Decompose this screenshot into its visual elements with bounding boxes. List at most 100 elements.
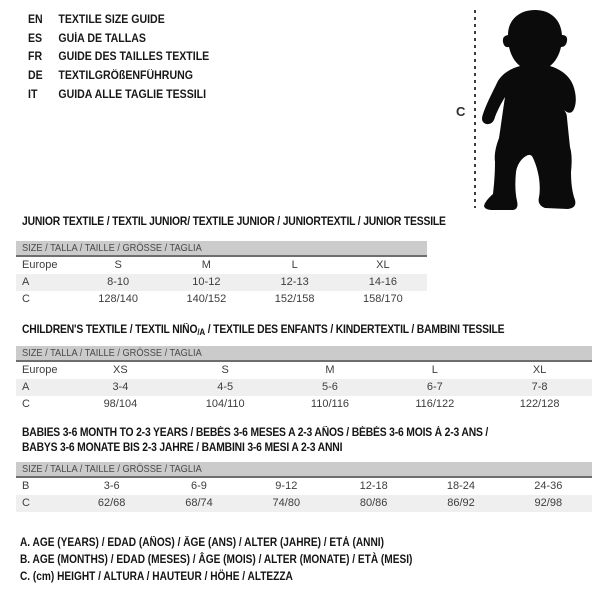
size-header-label: SIZE / TALLA / TAILLE / GRÖSSE / TAGLIA (22, 347, 202, 359)
language-row: EN TEXTILE SIZE GUIDE (28, 11, 209, 30)
table-rows: B 3-6 6-9 9-12 12-18 18-24 24-36 C 62/68… (16, 478, 592, 512)
language-code: ES (28, 32, 43, 45)
size-cell: 6-7 (426, 381, 443, 393)
language-title-list: EN TEXTILE SIZE GUIDE ES GUÍA DE TALLAS … (28, 11, 225, 104)
table-rows: Europe XS S M L XL A 3-4 4-5 5-6 6-7 7-8… (16, 362, 592, 413)
size-cell: 122/128 (519, 398, 560, 410)
junior-table-title: JUNIOR TEXTILE / TEXTIL JUNIOR/ TEXTILE … (22, 216, 446, 228)
size-cell: 6-9 (191, 480, 207, 492)
row-label: B (22, 480, 30, 492)
babies-title-line1: BABIES 3-6 MONTH TO 2-3 YEARS / BEBÉS 3-… (22, 427, 489, 439)
row-label: A (22, 276, 30, 288)
size-cell: 158/170 (362, 293, 403, 305)
children-table-title: CHILDREN'S TEXTILE / TEXTIL NIÑO/A / TEX… (22, 323, 505, 338)
size-cell: 9-12 (275, 480, 298, 492)
language-code: EN (28, 14, 43, 27)
size-cell: XS (113, 364, 128, 376)
children-title-sub: /A (197, 327, 206, 337)
size-cell: 104/110 (205, 398, 245, 410)
size-cell: M (201, 259, 211, 271)
guide-title: GUIDA ALLE TAGLIE TESSILI (58, 88, 207, 101)
junior-size-table: SIZE / TALLA / TAILLE / GRÖSSE / TAGLIA … (16, 241, 427, 308)
size-cell: 18-24 (446, 480, 476, 492)
table-row: C 98/104 104/110 110/116 116/122 122/128 (16, 396, 592, 413)
height-marker-label: C (456, 104, 466, 119)
size-cell: 116/122 (415, 398, 455, 410)
size-cell: 5-6 (322, 381, 338, 393)
size-cell: 8-10 (107, 276, 130, 288)
size-cell: 80/86 (359, 497, 388, 509)
footnote-c: C. (cm) HEIGHT / ALTURA / HAUTEUR / HÖHE… (20, 570, 293, 583)
children-title-suffix: / TEXTILE DES ENFANTS / KINDERTEXTIL / B… (205, 324, 505, 336)
size-cell: 68/74 (185, 497, 213, 509)
size-cell: L (431, 364, 438, 376)
size-cell: 92/98 (534, 497, 563, 509)
row-label: C (22, 398, 30, 410)
size-cell: 14-16 (368, 276, 397, 288)
size-cell: 3-4 (112, 381, 129, 393)
size-cell: 128/140 (98, 293, 138, 305)
table-row: B 3-6 6-9 9-12 12-18 18-24 24-36 (16, 478, 592, 495)
size-header-label: SIZE / TALLA / TAILLE / GRÖSSE / TAGLIA (22, 242, 202, 254)
table-row: Europe XS S M L XL (16, 362, 592, 379)
table-row: A 8-10 10-12 12-13 14-16 (16, 274, 427, 291)
row-label: C (22, 497, 30, 509)
size-cell: 62/68 (97, 497, 126, 509)
size-cell: 3-6 (103, 480, 120, 492)
babies-table-title: BABIES 3-6 MONTH TO 2-3 YEARS / BEBÉS 3-… (22, 426, 488, 456)
size-cell: 86/92 (447, 497, 475, 509)
size-cell: 98/104 (103, 398, 138, 410)
footnotes: A. AGE (YEARS) / EDAD (AÑOS) / ÂGE (ANS)… (20, 535, 412, 585)
size-header-bar: SIZE / TALLA / TAILLE / GRÖSSE / TAGLIA (16, 346, 592, 362)
babies-title-line2: BABYS 3-6 MONATE BIS 2-3 JAHRE / BAMBINI… (22, 442, 343, 454)
size-cell: S (114, 259, 122, 271)
row-label: Europe (22, 364, 58, 376)
guide-title: TEXTILE SIZE GUIDE (58, 14, 165, 27)
language-row: DE TEXTILGRÖßENFÜHRUNG (28, 67, 209, 86)
size-cell: 74/80 (272, 497, 301, 509)
language-row: FR GUIDE DES TAILLES TEXTILE (28, 48, 209, 67)
footnote-a: A. AGE (YEARS) / EDAD (AÑOS) / ÂGE (ANS)… (20, 537, 384, 549)
size-cell: 7-8 (531, 381, 548, 393)
language-code: IT (28, 88, 38, 101)
babies-size-table: SIZE / TALLA / TAILLE / GRÖSSE / TAGLIA … (16, 462, 592, 512)
table-row: C 62/68 68/74 74/80 80/86 86/92 92/98 (16, 495, 592, 512)
table-row: Europe S M L XL (16, 257, 427, 274)
size-cell: XL (532, 364, 547, 376)
size-cell: 10-12 (192, 276, 221, 288)
size-cell: XL (376, 259, 390, 271)
table-row: A 3-4 4-5 5-6 6-7 7-8 (16, 379, 592, 396)
size-cell: 12-18 (359, 480, 388, 492)
toddler-silhouette (482, 10, 576, 210)
size-header-label: SIZE / TALLA / TAILLE / GRÖSSE / TAGLIA (22, 463, 202, 475)
size-header-bar: SIZE / TALLA / TAILLE / GRÖSSE / TAGLIA (16, 241, 427, 257)
language-row: IT GUIDA ALLE TAGLIE TESSILI (28, 85, 209, 104)
guide-title: GUIDE DES TAILLES TEXTILE (58, 51, 210, 64)
row-label: Europe (22, 259, 58, 271)
guide-title: TEXTILGRÖßENFÜHRUNG (58, 70, 193, 83)
language-code: FR (28, 51, 43, 64)
children-title-prefix: CHILDREN'S TEXTILE / TEXTIL NIÑO (22, 324, 198, 336)
footnote-b: B. AGE (MONTHS) / EDAD (MESES) / ÂGE (MO… (20, 553, 413, 566)
size-cell: 152/158 (274, 293, 315, 305)
guide-title: GUÍA DE TALLAS (58, 32, 146, 45)
row-label: A (22, 381, 30, 393)
table-rows: Europe S M L XL A 8-10 10-12 12-13 14-16… (16, 257, 427, 308)
size-cell: 140/152 (186, 293, 227, 305)
size-cell: 4-5 (217, 381, 234, 393)
row-label: C (22, 293, 30, 305)
toddler-silhouette-graphic (474, 10, 576, 210)
language-row: ES GUÍA DE TALLAS (28, 30, 209, 49)
size-cell: S (221, 364, 229, 376)
children-size-table: SIZE / TALLA / TAILLE / GRÖSSE / TAGLIA … (16, 346, 592, 413)
size-cell: 24-36 (534, 480, 563, 492)
table-row: C 128/140 140/152 152/158 158/170 (16, 291, 427, 308)
language-code: DE (28, 70, 43, 83)
size-header-bar: SIZE / TALLA / TAILLE / GRÖSSE / TAGLIA (16, 462, 592, 478)
size-cell: 12-13 (280, 276, 309, 288)
size-cell: M (325, 364, 335, 376)
height-figure: C (455, 4, 595, 212)
size-cell: L (291, 259, 298, 271)
size-cell: 110/116 (310, 398, 350, 410)
